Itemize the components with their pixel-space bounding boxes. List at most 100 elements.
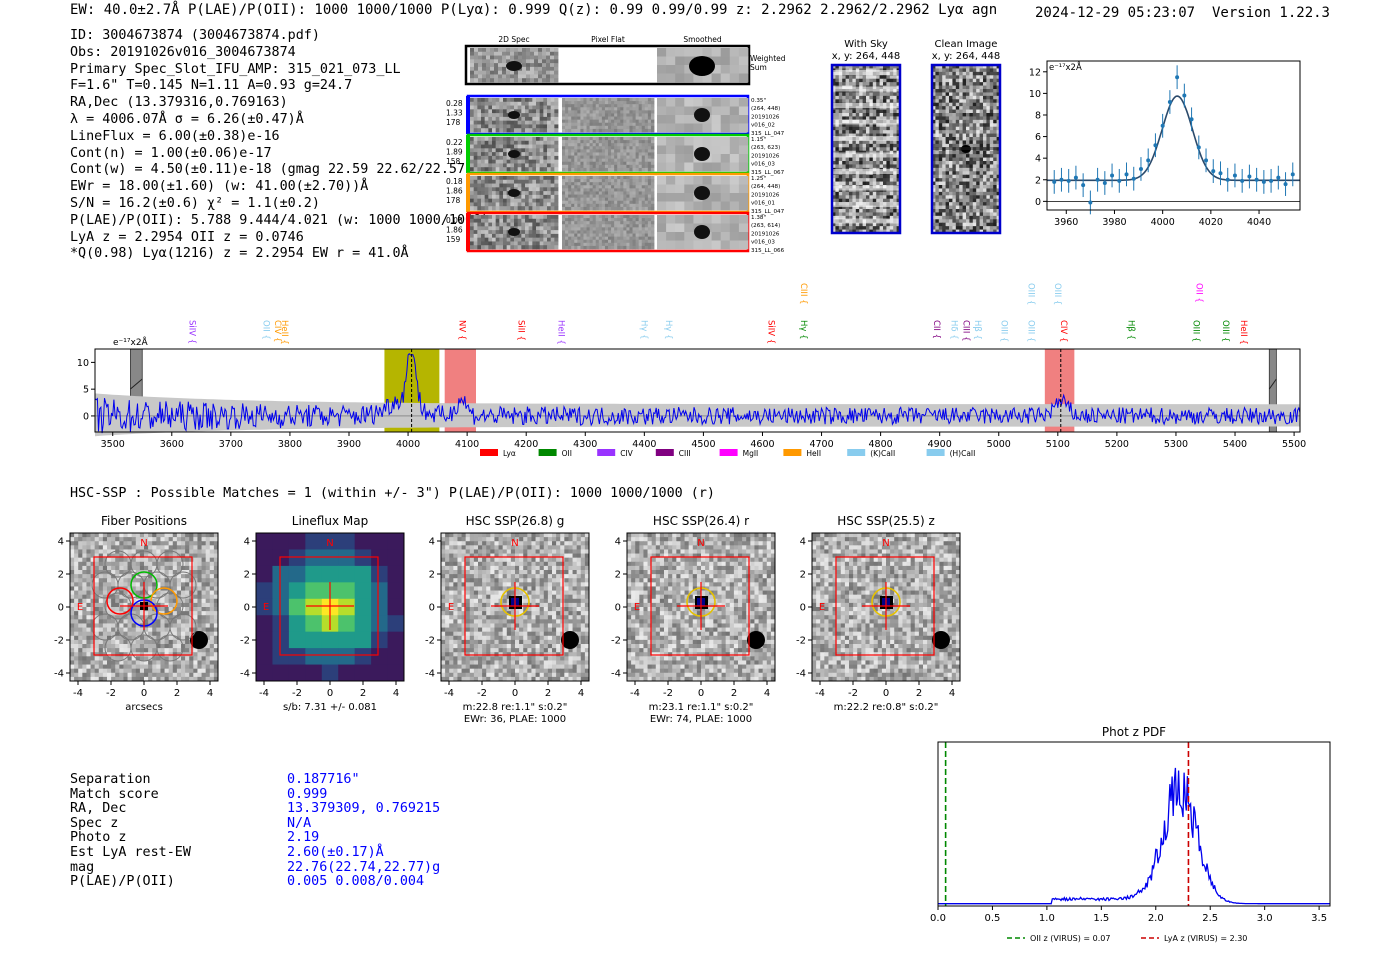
noise-pixel: [577, 119, 581, 124]
noise-pixel: [966, 167, 970, 172]
noise-pixel: [626, 146, 630, 150]
noise-pixel: [962, 89, 967, 93]
noise-pixel: [942, 89, 946, 93]
noise-pixel: [852, 191, 857, 196]
sky-stripe: [832, 136, 900, 141]
noise-pixel: [993, 198, 997, 203]
noise-pixel: [577, 137, 581, 141]
noise-pixel: [499, 152, 504, 157]
noise-pixel: [838, 195, 843, 200]
noise-pixel: [550, 237, 555, 242]
noise-pixel: [598, 182, 603, 186]
noise-pixel: [969, 229, 974, 234]
noise-pixel: [989, 85, 994, 90]
noise-pixel: [942, 171, 946, 176]
noise-pixel: [949, 113, 953, 117]
noise-pixel: [614, 176, 618, 180]
noise-pixel: [168, 545, 174, 550]
noise-pixel: [896, 205, 901, 210]
noise-pixel: [989, 119, 994, 124]
noise-pixel: [883, 99, 887, 104]
noise-pixel: [945, 219, 950, 224]
noise-pixel: [589, 239, 594, 244]
noise-pixel: [530, 74, 535, 79]
noise-pixel: [893, 205, 897, 210]
noise-pixel: [644, 107, 649, 111]
noise-pixel: [966, 171, 970, 176]
noise-pixel: [626, 179, 630, 183]
noise-pixel: [641, 230, 646, 234]
noise-pixel: [872, 106, 877, 110]
noise-pixel: [565, 146, 569, 150]
noise-pixel: [942, 119, 946, 124]
noise-pixel: [979, 198, 984, 203]
noise-pixel: [626, 158, 630, 163]
noise-pixel: [996, 123, 1001, 128]
noise-pixel: [499, 194, 504, 200]
noise-pixel: [996, 71, 1001, 76]
noise-pixel: [862, 92, 867, 97]
noise-pixel: [876, 222, 880, 227]
noise-pixel: [869, 143, 874, 148]
noise-pixel: [514, 167, 519, 172]
noise-pixel: [879, 212, 884, 217]
noise-pixel: [852, 95, 857, 100]
noise-pixel: [966, 226, 970, 230]
noise-pixel: [543, 230, 548, 235]
noise-pixel: [484, 113, 489, 118]
noise-pixel: [983, 229, 987, 234]
noise-pixel: [869, 109, 874, 114]
noise-pixel: [886, 106, 891, 110]
noise-pixel: [488, 101, 493, 106]
noise-pixel: [586, 239, 590, 244]
x-tick-label: 5300: [1164, 439, 1188, 450]
cutout-row-number: 1.89: [446, 148, 463, 157]
noise-pixel: [565, 197, 569, 202]
noise-pixel: [647, 128, 652, 133]
noise-pixel: [589, 137, 594, 141]
noise-pixel: [111, 545, 116, 550]
noise-pixel: [938, 109, 943, 114]
noise-pixel: [859, 99, 863, 104]
noise-pixel: [979, 78, 984, 83]
noise-pixel: [684, 145, 694, 155]
noise-pixel: [525, 101, 530, 106]
noise-pixel: [896, 95, 901, 100]
noise-pixel: [614, 197, 618, 202]
noise-pixel: [554, 159, 559, 164]
noise-pixel: [189, 537, 194, 542]
noise-pixel: [876, 195, 880, 200]
noise-pixel: [932, 222, 936, 227]
noise-pixel: [711, 154, 722, 163]
noise-pixel: [164, 541, 170, 546]
noise-pixel: [632, 206, 636, 211]
noise-pixel: [879, 191, 884, 196]
noise-pixel: [849, 226, 853, 230]
noise-pixel: [595, 218, 600, 222]
noise-pixel: [859, 157, 863, 162]
noise-pixel: [993, 89, 997, 93]
noise-pixel: [959, 140, 963, 145]
noise-pixel: [635, 146, 640, 150]
noise-pixel: [972, 229, 977, 234]
noise-pixel: [650, 158, 655, 163]
noise-pixel: [623, 239, 627, 244]
noise-pixel: [477, 187, 482, 192]
noise-pixel: [488, 206, 493, 211]
noise-pixel: [629, 239, 633, 244]
noise-pixel: [568, 215, 572, 219]
noise-pixel: [189, 533, 194, 538]
noise-pixel: [976, 99, 980, 104]
noise-pixel: [945, 185, 950, 189]
noise-pixel: [521, 191, 526, 196]
noise-pixel: [650, 233, 655, 238]
noise-pixel: [675, 184, 685, 194]
noise-pixel: [499, 198, 504, 203]
noise-pixel: [952, 205, 957, 210]
noise-pixel: [996, 133, 1001, 138]
noise-pixel: [657, 240, 667, 250]
noise-pixel: [592, 203, 597, 208]
noise-pixel: [503, 124, 508, 129]
noise-pixel: [952, 215, 957, 220]
